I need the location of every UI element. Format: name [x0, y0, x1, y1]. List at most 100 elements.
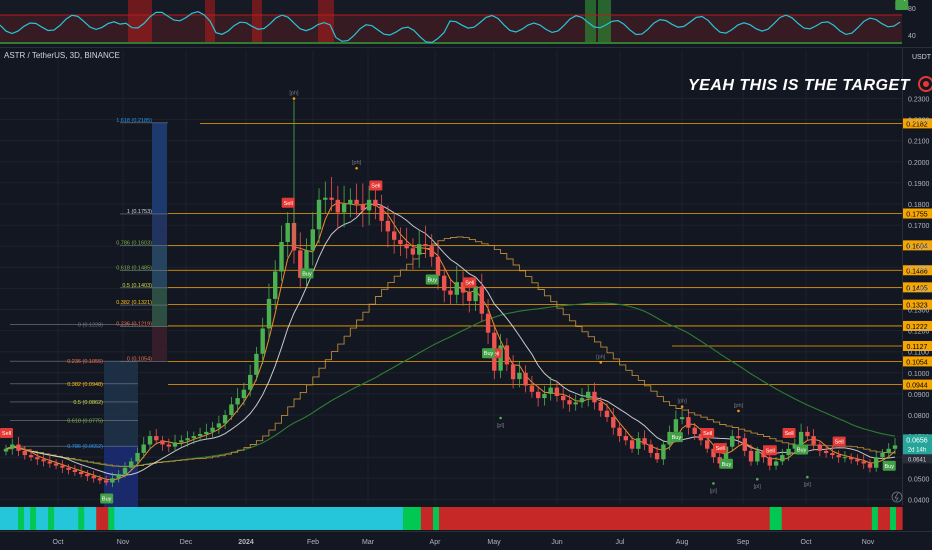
- candle[interactable]: [780, 455, 785, 462]
- candle[interactable]: [510, 364, 516, 380]
- candle[interactable]: [222, 415, 228, 424]
- candle[interactable]: [786, 448, 791, 456]
- candle[interactable]: [742, 438, 747, 451]
- candle[interactable]: [579, 398, 585, 403]
- candle[interactable]: [805, 431, 810, 437]
- candle[interactable]: [755, 450, 760, 462]
- candle[interactable]: [842, 457, 848, 459]
- candle[interactable]: [723, 446, 729, 464]
- candle[interactable]: [748, 450, 754, 462]
- candle[interactable]: [66, 467, 71, 470]
- candle[interactable]: [573, 402, 578, 405]
- candle[interactable]: [354, 199, 359, 204]
- candles[interactable]: [3, 100, 898, 488]
- candle[interactable]: [341, 204, 347, 213]
- candle[interactable]: [379, 206, 384, 221]
- candle[interactable]: [410, 248, 416, 255]
- candle[interactable]: [185, 438, 190, 441]
- candle[interactable]: [97, 478, 103, 481]
- candle[interactable]: [273, 271, 278, 299]
- candle[interactable]: [567, 400, 572, 405]
- candle[interactable]: [673, 419, 679, 432]
- candle[interactable]: [592, 391, 597, 403]
- candle[interactable]: [823, 450, 829, 453]
- candle[interactable]: [110, 478, 115, 483]
- candle[interactable]: [10, 444, 15, 449]
- candle[interactable]: [348, 199, 353, 204]
- candle[interactable]: [773, 461, 779, 466]
- candle[interactable]: [836, 455, 841, 458]
- candle[interactable]: [229, 404, 234, 415]
- candle[interactable]: [886, 448, 891, 453]
- candle[interactable]: [429, 246, 434, 257]
- candle[interactable]: [817, 444, 823, 451]
- candle[interactable]: [160, 440, 165, 445]
- candle[interactable]: [867, 463, 873, 468]
- candle[interactable]: [385, 220, 391, 232]
- candle[interactable]: [648, 444, 653, 453]
- candle[interactable]: [736, 436, 741, 439]
- candle[interactable]: [304, 250, 309, 278]
- candle[interactable]: [767, 457, 772, 466]
- candle[interactable]: [197, 434, 203, 437]
- candle[interactable]: [761, 450, 766, 458]
- candle[interactable]: [241, 389, 247, 399]
- candle[interactable]: [417, 244, 422, 255]
- candle[interactable]: [28, 455, 34, 458]
- candle[interactable]: [679, 417, 685, 420]
- candle[interactable]: [692, 427, 697, 434]
- candle[interactable]: [792, 444, 797, 449]
- candle[interactable]: [473, 286, 478, 302]
- candle[interactable]: [166, 444, 171, 447]
- candle[interactable]: [41, 459, 46, 462]
- candle[interactable]: [210, 427, 215, 432]
- candle[interactable]: [254, 353, 259, 375]
- candle[interactable]: [623, 436, 628, 441]
- candle[interactable]: [22, 450, 27, 456]
- candle[interactable]: [548, 387, 553, 394]
- candle[interactable]: [91, 476, 96, 479]
- candle[interactable]: [266, 298, 272, 329]
- candle[interactable]: [154, 436, 159, 441]
- candle[interactable]: [16, 444, 21, 451]
- candle[interactable]: [730, 436, 735, 447]
- candle[interactable]: [504, 345, 510, 365]
- candle[interactable]: [285, 223, 290, 242]
- candle[interactable]: [423, 244, 428, 247]
- candle[interactable]: [135, 453, 140, 462]
- candle[interactable]: [654, 453, 660, 460]
- candle[interactable]: [279, 242, 284, 272]
- candle[interactable]: [855, 459, 860, 462]
- candle[interactable]: [705, 440, 710, 449]
- candle[interactable]: [53, 463, 59, 466]
- candle[interactable]: [373, 199, 378, 207]
- candle[interactable]: [698, 434, 704, 441]
- candle[interactable]: [479, 286, 484, 314]
- candle[interactable]: [172, 442, 178, 447]
- candle[interactable]: [892, 445, 898, 449]
- candle[interactable]: [542, 393, 547, 399]
- candle[interactable]: [435, 256, 441, 276]
- candle[interactable]: [717, 457, 722, 464]
- candle[interactable]: [116, 474, 121, 479]
- candle[interactable]: [47, 461, 52, 464]
- candle[interactable]: [129, 461, 134, 468]
- candle[interactable]: [711, 448, 716, 458]
- candle[interactable]: [617, 427, 622, 437]
- candle[interactable]: [3, 448, 9, 452]
- candle[interactable]: [204, 431, 209, 434]
- time-axis[interactable]: Oct Nov Dec 2024 Feb Mar Apr May Jun Jul Aug Sep Oct…: [0, 531, 932, 547]
- candle[interactable]: [392, 231, 397, 240]
- candle[interactable]: [604, 410, 610, 418]
- candle[interactable]: [298, 250, 303, 278]
- candle[interactable]: [191, 436, 196, 439]
- candle[interactable]: [811, 436, 816, 445]
- candle[interactable]: [360, 204, 366, 211]
- candle[interactable]: [686, 417, 691, 428]
- candle[interactable]: [561, 396, 566, 401]
- candle[interactable]: [366, 199, 372, 211]
- candle[interactable]: [179, 440, 184, 443]
- candle[interactable]: [661, 444, 666, 460]
- candle[interactable]: [861, 461, 866, 464]
- candle[interactable]: [141, 444, 146, 453]
